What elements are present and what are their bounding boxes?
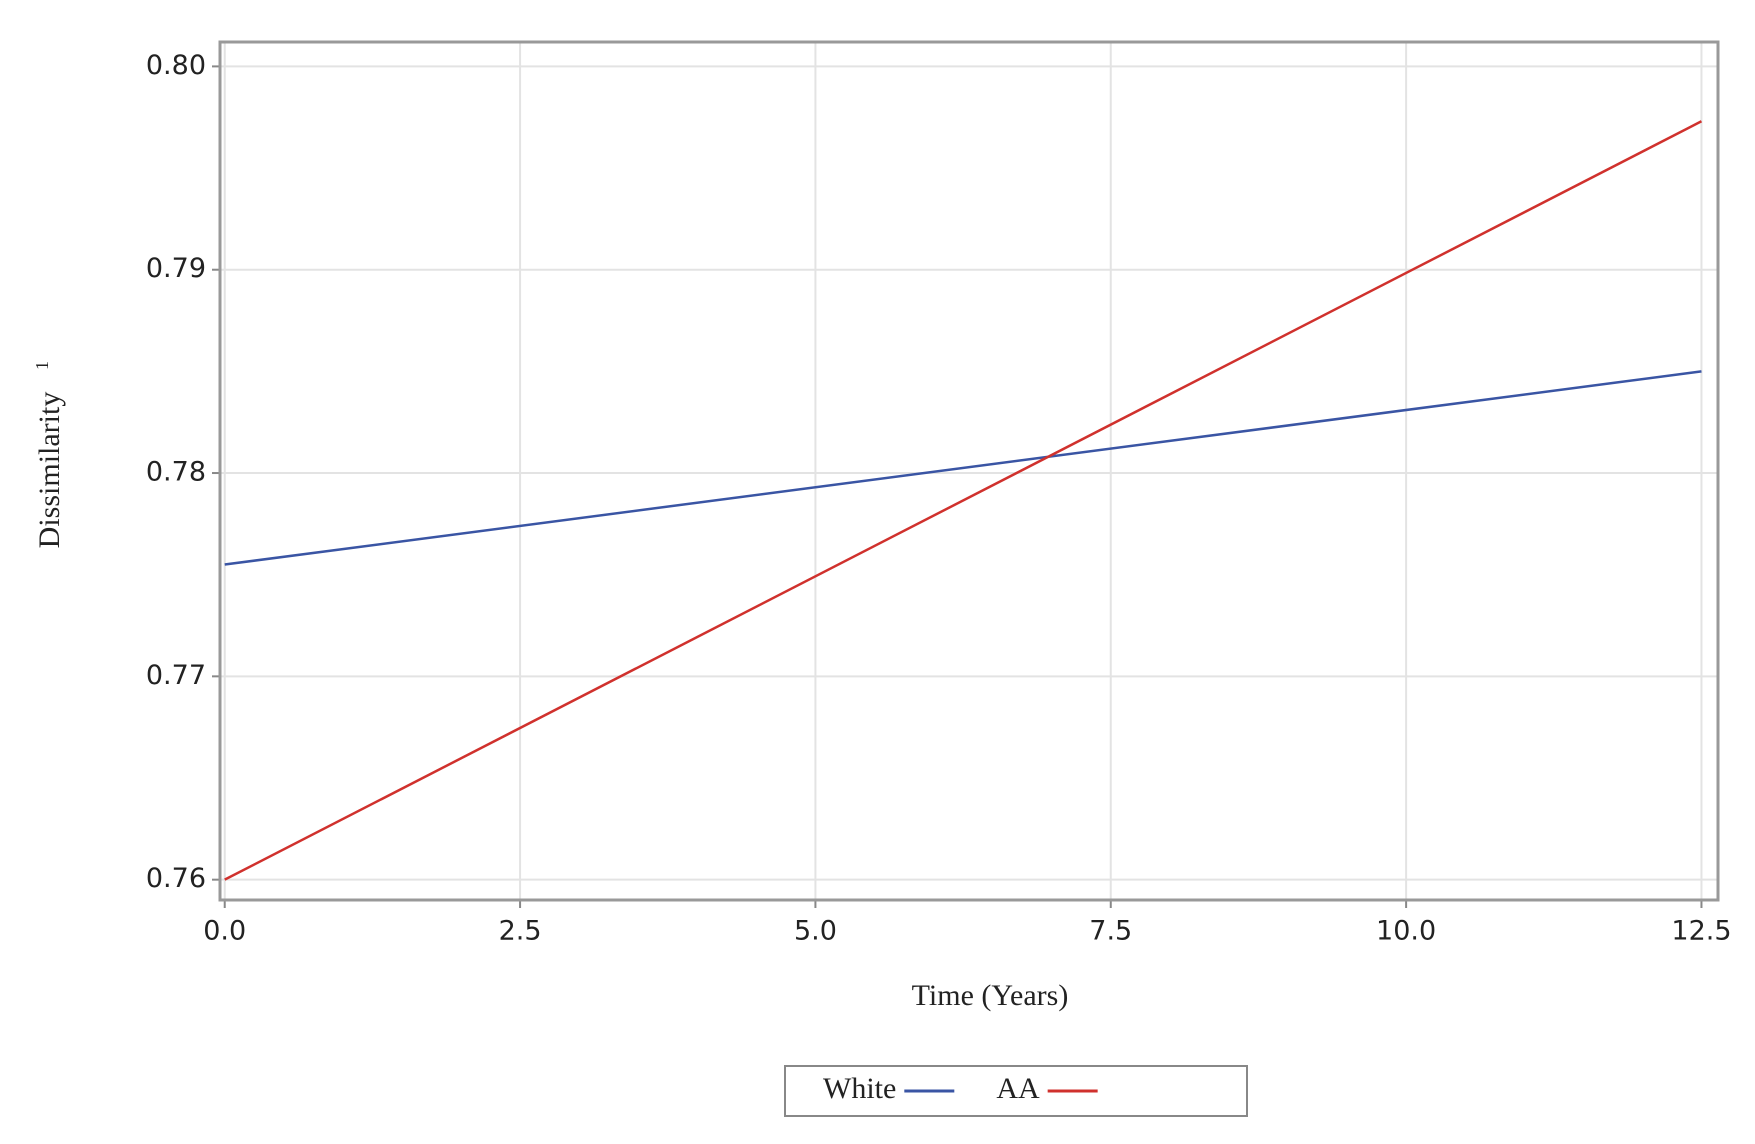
y-axis-label-group: Dissimilarity 1 [32, 361, 66, 548]
y-axis-label-superscript: 1 [32, 361, 52, 370]
x-tick-label: 12.5 [1671, 916, 1731, 947]
line [224, 370, 1702, 566]
legend-label: AA [996, 1072, 1040, 1105]
y-tick-label: 0.79 [146, 253, 206, 284]
legend: White AA [784, 1065, 1248, 1117]
x-axis-label: Time (Years) [912, 979, 1069, 1012]
plot-frame [218, 40, 1720, 902]
x-tick-label: 7.5 [1089, 916, 1132, 947]
legend-box [784, 1065, 1248, 1117]
x-tick-label: 5.0 [794, 916, 837, 947]
y-tick-label: 0.78 [146, 457, 206, 488]
y-tick-label: 0.76 [146, 863, 206, 894]
x-tick-label: 2.5 [499, 916, 542, 947]
y-tick-label: 0.77 [146, 660, 206, 691]
legend-label: White [823, 1072, 896, 1105]
line [224, 120, 1703, 881]
x-tick-label: 10.0 [1376, 916, 1436, 947]
x-tick-label: 0.0 [203, 916, 246, 947]
y-axis-label: Dissimilarity [33, 392, 66, 549]
y-tick-label: 0.80 [146, 50, 206, 81]
